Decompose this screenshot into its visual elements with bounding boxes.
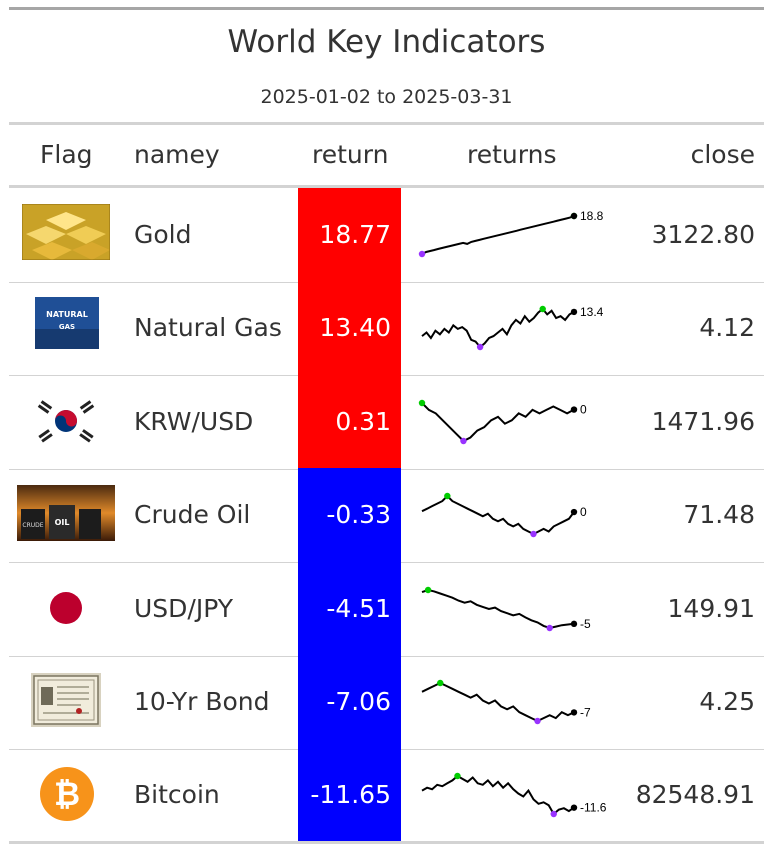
return-cell: -11.65 [298,748,401,843]
sparkline: 0 [418,399,587,444]
row-name: Gold [134,220,192,249]
svg-text:CRUDE: CRUDE [22,522,43,529]
svg-text:₿: ₿ [54,775,80,813]
sparkline-last-point [570,509,578,516]
sparkline-min-point [460,437,467,444]
table-row: OIL CRUDE Crude Oil -0.33 0 71.48 [9,468,764,564]
sparkline: -7 [421,679,591,725]
table-row: KRW/USD 0.31 0 1471.96 [9,374,764,470]
bond-certificate-icon [31,673,101,731]
sparkline-min-point [550,811,557,818]
sparkline-label: 0 [580,402,587,416]
return-cell: 13.40 [298,281,401,376]
sparkline-path [421,215,575,255]
sparkline: 18.8 [418,209,604,258]
sparkline-path [421,494,575,536]
svg-text:NATURAL: NATURAL [46,310,88,319]
natural-gas-icon: NATURAL GAS [35,297,99,353]
table-row: USD/JPY -4.51 -5 149.91 [9,561,764,657]
return-cell: 0.31 [298,374,401,469]
sparkline-path [421,775,575,816]
close-cell: 4.12 [699,313,755,343]
return-cell: -0.33 [298,468,401,563]
close-cell: 71.48 [683,500,755,530]
bitcoin-icon: ₿ [39,766,95,826]
sparkline: 0 [421,492,587,538]
row-name: KRW/USD [134,406,254,436]
sparkline-path [421,681,575,723]
row-name: Crude Oil [134,500,251,530]
header-return: return [312,140,389,169]
svg-text:OIL: OIL [55,518,70,527]
table-row: 10-Yr Bond -7.06 -7 4.25 [9,655,764,750]
sparkline-max-point [539,306,546,313]
row-name: Natural Gas [134,313,282,343]
close-cell: 149.91 [667,593,755,623]
sparkline-min-point [546,624,553,631]
sparkline: -11.6 [421,773,607,818]
header-flag: Flag [40,140,93,169]
bottom-rule [9,841,764,844]
header-name: namey [134,140,220,169]
sparkline-max-point [454,773,461,780]
sparkline-last-point [570,406,578,413]
table-title: World Key Indicators [227,24,546,60]
sparkline-last-point [570,804,578,812]
sparkline-label: -5 [580,616,591,630]
table-row: NATURAL GAS Natural Gas 13.40 13.4 4.12 [9,281,764,377]
gold-bars-icon [21,203,111,264]
sparkline-label: 18.8 [580,209,604,223]
japan-flag-icon [33,585,99,634]
return-cell: -7.06 [298,655,401,749]
sparkline: 13.4 [421,305,604,351]
svg-text:GAS: GAS [59,323,75,331]
close-cell: 4.25 [699,687,755,716]
header-bottom-rule [9,185,764,188]
sparkline-path [421,402,575,443]
table-subtitle: 2025-01-02 to 2025-03-31 [260,86,513,108]
top-rule [9,7,764,10]
header-returns: returns [467,140,557,169]
sparkline-last-point [570,709,578,716]
sparkline-last-point [570,309,578,316]
sparkline-max-point [418,399,426,406]
sparkline-min-point [418,250,426,258]
sparkline-last-point [570,212,578,220]
sparkline-last-point [570,620,578,627]
sparkline-label: 0 [580,505,587,519]
return-cell: 18.77 [298,188,401,282]
sparkline-max-point [437,679,444,687]
close-cell: 1471.96 [651,406,755,436]
row-name: Bitcoin [134,780,220,810]
korea-flag-icon [33,396,99,449]
oil-barrels-icon: OIL CRUDE [17,485,115,545]
sparkline-label: -11.6 [580,801,607,815]
table-row: ₿ Bitcoin -11.65 -11.6 82548.91 [9,748,764,843]
sparkline-label: -7 [580,705,591,719]
return-cell: -4.51 [298,561,401,656]
header-rule [9,122,764,125]
header-close: close [690,140,755,169]
sparkline-label: 13.4 [580,305,604,319]
close-cell: 82548.91 [635,780,755,810]
sparkline-min-point [476,344,484,351]
sparkline-path [421,588,575,629]
table-row: Gold 18.77 18.8 3122.80 [9,188,764,283]
sparkline-min-point [534,717,541,725]
sparkline: -5 [421,586,591,631]
sparkline-max-point [424,586,432,593]
row-name: USD/JPY [134,593,234,623]
sparkline-min-point [530,530,537,538]
sparkline-max-point [444,492,451,500]
close-cell: 3122.80 [651,220,755,249]
row-name: 10-Yr Bond [134,687,270,716]
sparkline-path [421,307,575,349]
